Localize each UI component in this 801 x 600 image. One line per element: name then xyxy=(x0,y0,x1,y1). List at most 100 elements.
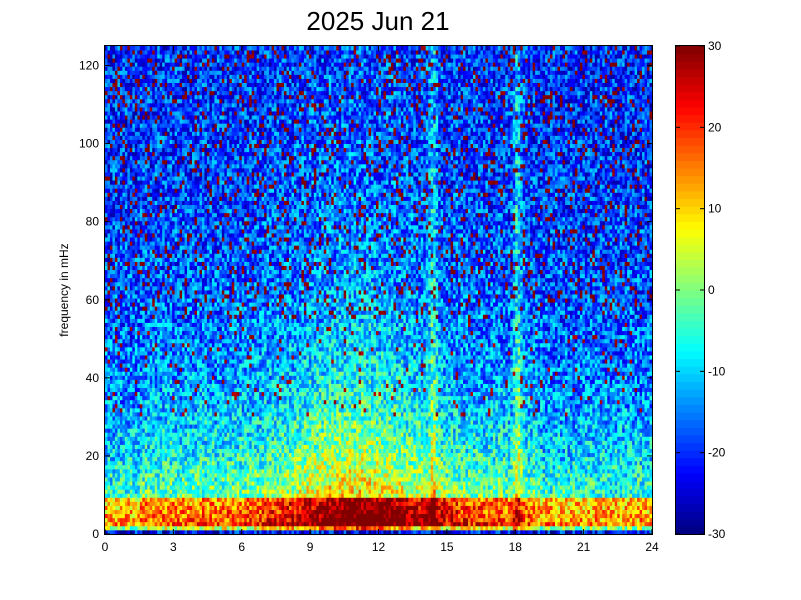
heatmap-cell xyxy=(187,449,190,453)
heatmap-cell xyxy=(145,306,148,310)
heatmap-cell xyxy=(160,168,163,172)
heatmap-cell xyxy=(135,245,138,249)
heatmap-cell xyxy=(182,379,185,383)
heatmap-cell xyxy=(197,111,200,115)
heatmap-cell xyxy=(162,249,165,253)
heatmap-cell xyxy=(145,245,148,249)
heatmap-cell xyxy=(170,180,173,184)
heatmap-cell xyxy=(195,445,198,449)
heatmap-cell xyxy=(142,103,145,107)
heatmap-cell xyxy=(175,213,178,217)
heatmap-cell xyxy=(112,485,115,489)
heatmap-cell xyxy=(115,266,118,270)
heatmap-cell xyxy=(180,530,183,534)
heatmap-cell xyxy=(207,465,210,469)
heatmap-cell xyxy=(175,253,178,257)
heatmap-cell xyxy=(172,384,175,388)
heatmap-cell xyxy=(140,436,143,440)
heatmap-cell xyxy=(187,359,190,363)
heatmap-cell xyxy=(204,233,207,237)
heatmap-cell xyxy=(195,225,198,229)
heatmap-cell xyxy=(145,432,148,436)
heatmap-cell xyxy=(135,530,138,534)
heatmap-cell xyxy=(190,70,193,74)
heatmap-cell xyxy=(157,445,160,449)
heatmap-cell xyxy=(140,522,143,526)
heatmap-cell xyxy=(135,518,138,522)
heatmap-cell xyxy=(165,327,168,331)
heatmap-cell xyxy=(199,506,202,510)
heatmap-cell xyxy=(202,469,205,473)
heatmap-cell xyxy=(207,412,210,416)
heatmap-cell xyxy=(177,241,180,245)
heatmap-cell xyxy=(112,465,115,469)
heatmap-cell xyxy=(147,237,150,241)
heatmap-cell xyxy=(177,497,180,501)
heatmap-cell xyxy=(190,221,193,225)
heatmap-cell xyxy=(155,359,158,363)
heatmap-cell xyxy=(130,91,133,95)
heatmap-cell xyxy=(160,262,163,266)
heatmap-cell xyxy=(142,119,145,123)
heatmap-cell xyxy=(195,298,198,302)
heatmap-cell xyxy=(130,282,133,286)
heatmap-cell xyxy=(202,323,205,327)
heatmap-cell xyxy=(197,156,200,160)
heatmap-cell xyxy=(117,428,120,432)
heatmap-cell xyxy=(145,375,148,379)
heatmap-cell xyxy=(107,453,110,457)
heatmap-cell xyxy=(157,506,160,510)
heatmap-cell xyxy=(127,420,130,424)
heatmap-cell xyxy=(117,493,120,497)
heatmap-cell xyxy=(190,274,193,278)
heatmap-cell xyxy=(110,225,113,229)
heatmap-cell xyxy=(152,164,155,168)
heatmap-cell xyxy=(197,506,200,510)
heatmap-cell xyxy=(187,331,190,335)
heatmap-cell xyxy=(195,241,198,245)
heatmap-cell xyxy=(187,66,190,70)
heatmap-cell xyxy=(137,302,140,306)
heatmap-cell xyxy=(197,327,200,331)
heatmap-cell xyxy=(185,213,188,217)
heatmap-cell xyxy=(175,201,178,205)
heatmap-cell xyxy=(202,168,205,172)
heatmap-cell xyxy=(177,522,180,526)
heatmap-cell xyxy=(155,144,158,148)
heatmap-cell xyxy=(199,367,202,371)
heatmap-cell xyxy=(145,371,148,375)
heatmap-cell xyxy=(132,257,135,261)
heatmap-cell xyxy=(137,123,140,127)
heatmap-cell xyxy=(147,58,150,62)
heatmap-cell xyxy=(192,176,195,180)
heatmap-cell xyxy=(152,111,155,115)
heatmap-cell xyxy=(160,404,163,408)
heatmap-cell xyxy=(152,404,155,408)
heatmap-cell xyxy=(140,54,143,58)
heatmap-cell xyxy=(127,469,130,473)
heatmap-cell xyxy=(125,131,128,135)
heatmap-cell xyxy=(180,58,183,62)
heatmap-cell xyxy=(155,526,158,530)
heatmap-cell xyxy=(207,530,210,534)
heatmap-cell xyxy=(150,148,153,152)
heatmap-cell xyxy=(190,249,193,253)
heatmap-cell xyxy=(125,518,128,522)
heatmap-cell xyxy=(120,229,123,233)
heatmap-cell xyxy=(152,119,155,123)
heatmap-cell xyxy=(115,278,118,282)
heatmap-cell xyxy=(182,400,185,404)
heatmap-cell xyxy=(160,131,163,135)
heatmap-cell xyxy=(120,445,123,449)
heatmap-cell xyxy=(192,91,195,95)
heatmap-cell xyxy=(147,119,150,123)
heatmap-cell xyxy=(140,384,143,388)
heatmap-cell xyxy=(187,156,190,160)
heatmap-cell xyxy=(170,351,173,355)
heatmap-cell xyxy=(137,274,140,278)
heatmap-cell xyxy=(190,473,193,477)
heatmap-cell xyxy=(182,314,185,318)
heatmap-cell xyxy=(140,302,143,306)
heatmap-cell xyxy=(155,131,158,135)
heatmap-cell xyxy=(142,176,145,180)
